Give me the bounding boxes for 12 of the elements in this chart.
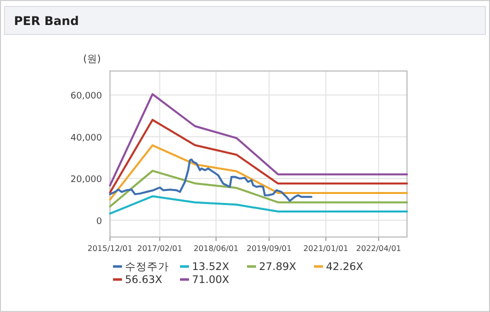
legend-label: 56.63X bbox=[125, 274, 162, 286]
legend-label: 71.00X bbox=[192, 274, 230, 286]
legend-label: 42.26X bbox=[326, 261, 364, 273]
chart-title: PER Band bbox=[14, 14, 79, 28]
legend-label: 27.89X bbox=[259, 261, 296, 273]
y-tick-label: 0 bbox=[96, 216, 102, 227]
y-tick-label: 20,000 bbox=[70, 175, 102, 186]
y-axis-title: (원) bbox=[83, 54, 101, 65]
y-tick-label: 60,000 bbox=[70, 92, 102, 102]
y-tick-label: 40,000 bbox=[70, 133, 102, 144]
legend-label: 13.52X bbox=[192, 261, 230, 273]
legend-label: 수정주가 bbox=[125, 261, 169, 273]
